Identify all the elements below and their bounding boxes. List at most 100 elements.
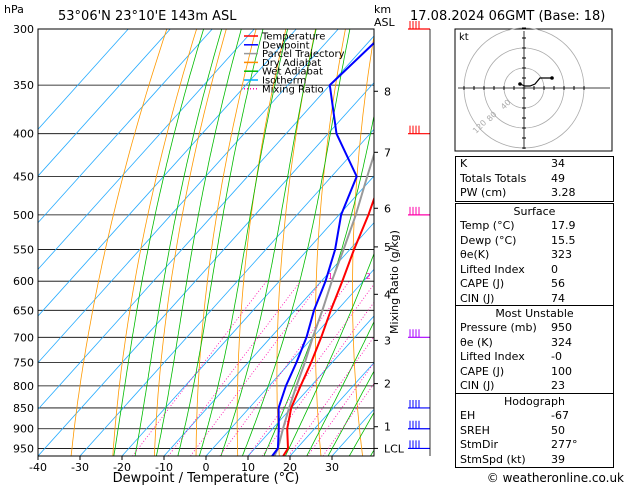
pressure-tick-label: 900 (13, 423, 34, 436)
height-km-label: 7 (384, 146, 391, 159)
mixing-ratio-axis-title: Mixing Ratio (g/kg) (388, 230, 401, 334)
footer-credit: © weatheronline.co.uk (487, 471, 624, 485)
isotherm-line (38, 29, 255, 270)
pressure-tick-label: 300 (13, 23, 34, 36)
table-row-label: PW (cm) (460, 186, 507, 199)
table-row-value: 74 (551, 291, 565, 305)
isotherm-line (38, 29, 129, 130)
isotherm-line (38, 35, 374, 410)
table-row: CIN (J) 23 (456, 379, 613, 394)
table-row-label: CAPE (J) (460, 277, 505, 290)
pressure-tick-label: 850 (13, 402, 34, 415)
isotherm-line (38, 29, 297, 317)
mixing-ratio-label: 2 (366, 272, 371, 281)
hodograph-unit-label: kt (459, 32, 469, 43)
table-row: Lifted Index 0 (456, 263, 613, 278)
isotherm-line (289, 362, 374, 456)
wind-barbs (408, 21, 431, 456)
table-row-label: Dewp (°C) (460, 233, 517, 247)
table-row: SREH 50 (456, 424, 613, 439)
table-row-value: 34 (551, 157, 565, 170)
legend-label: Wet Adiabat (262, 67, 323, 78)
wind-barb (408, 21, 430, 30)
table-row-label: Temp (°C) (460, 219, 515, 232)
pressure-tick-label: 500 (13, 209, 34, 222)
height-km-label: 6 (384, 202, 391, 215)
wind-barb (408, 125, 430, 135)
hodograph-trace (519, 77, 552, 87)
pressure-tick-label: 700 (13, 331, 34, 344)
table-row-value: 0 (551, 262, 558, 276)
hodograph-title: Hodograph (504, 395, 565, 408)
pressure-tick-label: 550 (13, 244, 34, 257)
pressure-tick-label: 800 (13, 380, 34, 393)
hodograph-point (550, 76, 554, 80)
table-row-value: 100 (551, 364, 572, 378)
wet-adiabat-line (177, 29, 264, 456)
height-km-label: 4 (384, 288, 391, 301)
legend-label: Temperature (261, 32, 325, 43)
table-row-value: 49 (551, 171, 565, 185)
surface-title: Surface (513, 205, 556, 218)
hpa-label: hPa (4, 3, 24, 16)
location-title: 53°06'N 23°10'E 143m ASL (58, 9, 237, 24)
isotherm-line (205, 268, 374, 456)
table-row-value: 950 (551, 321, 572, 334)
height-km-label: 5 (384, 241, 391, 254)
wind-barb (408, 420, 430, 430)
temperature-tick-label: 20 (283, 461, 297, 474)
most-unstable-table: Most Unstable Pressure (mb) 950 θe (K) 324 L… (455, 305, 614, 395)
pressure-tick-label: 650 (13, 304, 34, 317)
table-row-label: Totals Totals (460, 171, 527, 185)
wet-adiabat-line (306, 320, 374, 456)
table-row: Temp (°C) 17.9 (456, 219, 613, 234)
table-row: θe(K) 323 (456, 248, 613, 263)
table-row: Lifted Index -0 (456, 350, 613, 365)
datetime-title: 17.08.2024 06GMT (Base: 18) (410, 9, 605, 24)
table-row-label: EH (460, 409, 476, 422)
wind-barb (408, 329, 430, 338)
wet-adiabat-line (242, 29, 351, 456)
pressure-tick-label: 600 (13, 275, 34, 288)
dry-adiabat-line (314, 29, 346, 456)
table-row-value: 39 (551, 452, 565, 466)
parcel-trajectory-line (273, 151, 374, 456)
asl-label: ASL (374, 16, 396, 29)
isotherm-line (79, 128, 374, 456)
dewpoint-line (270, 41, 374, 456)
table-row-label: CAPE (J) (460, 364, 505, 378)
mixing-ratio-label: 1 (328, 272, 333, 281)
table-row: EH -67 (456, 409, 613, 424)
wind-barb (408, 206, 430, 216)
mixing-ratio-line (132, 280, 267, 456)
mixing-ratio-line (190, 280, 322, 456)
wet-adiabat-line (285, 252, 374, 456)
height-km-label: 8 (384, 85, 391, 98)
mixing-ratio-line (261, 301, 374, 456)
table-row: PW (cm) 3.28 (456, 186, 613, 201)
table-row: θe (K) 324 (456, 336, 613, 351)
isotherm-line (38, 29, 339, 364)
table-row-label: StmSpd (kt) (460, 452, 526, 466)
table-row-label: SREH (460, 423, 490, 437)
dry-adiabat-line (154, 29, 227, 456)
mixing-ratio-line (167, 280, 301, 456)
pressure-tick-label: 950 (13, 442, 34, 455)
table-row: CIN (J) 74 (456, 292, 613, 307)
mixing-ratio-label: 5 (425, 272, 430, 281)
temperature-tick-label: -40 (29, 461, 47, 474)
dry-adiabat-line (195, 29, 257, 456)
temperature-tick-label: -30 (71, 461, 89, 474)
wet-adiabat-line (134, 29, 223, 456)
isotherm-line (247, 315, 374, 456)
table-row-label: StmDir (460, 438, 499, 451)
dry-adiabat-line (236, 29, 287, 456)
table-row-value: -0 (551, 350, 562, 363)
dry-adiabat-line (613, 29, 629, 456)
temperature-tick-label: 0 (203, 461, 210, 474)
table-row: StmSpd (kt) 39 (456, 453, 613, 468)
legend-label: Parcel Trajectory (262, 49, 345, 60)
wet-adiabat-line (198, 29, 288, 456)
pressure-tick-label: 350 (13, 79, 34, 92)
